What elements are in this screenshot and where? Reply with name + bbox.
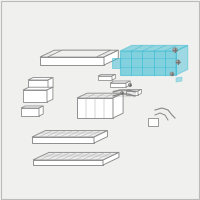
Polygon shape [110, 81, 130, 83]
Polygon shape [120, 51, 176, 75]
Polygon shape [103, 152, 119, 165]
Circle shape [176, 60, 180, 64]
Polygon shape [23, 90, 47, 102]
Polygon shape [148, 118, 158, 126]
Polygon shape [28, 80, 48, 90]
Polygon shape [94, 131, 107, 143]
Polygon shape [32, 137, 94, 143]
Polygon shape [113, 93, 123, 118]
Polygon shape [48, 78, 53, 90]
Polygon shape [126, 89, 141, 91]
Polygon shape [47, 87, 53, 102]
Polygon shape [48, 50, 111, 57]
Polygon shape [28, 78, 53, 80]
Polygon shape [176, 77, 182, 82]
Polygon shape [98, 76, 112, 80]
Circle shape [128, 83, 132, 87]
Polygon shape [126, 91, 138, 95]
Polygon shape [126, 81, 130, 87]
Polygon shape [176, 45, 188, 75]
Polygon shape [33, 152, 119, 160]
Polygon shape [138, 89, 141, 95]
Polygon shape [110, 83, 126, 87]
Circle shape [173, 48, 177, 52]
Polygon shape [32, 131, 107, 137]
Polygon shape [112, 58, 120, 68]
Polygon shape [23, 87, 53, 90]
Polygon shape [120, 45, 188, 51]
Polygon shape [21, 108, 39, 116]
Polygon shape [77, 93, 123, 98]
Polygon shape [112, 74, 115, 80]
Polygon shape [33, 160, 103, 165]
Circle shape [120, 92, 124, 95]
Polygon shape [40, 50, 118, 57]
Polygon shape [39, 106, 43, 116]
Polygon shape [104, 50, 118, 65]
Polygon shape [40, 57, 104, 65]
Circle shape [170, 72, 174, 76]
Polygon shape [77, 98, 113, 118]
Polygon shape [98, 74, 115, 76]
Polygon shape [21, 106, 43, 108]
